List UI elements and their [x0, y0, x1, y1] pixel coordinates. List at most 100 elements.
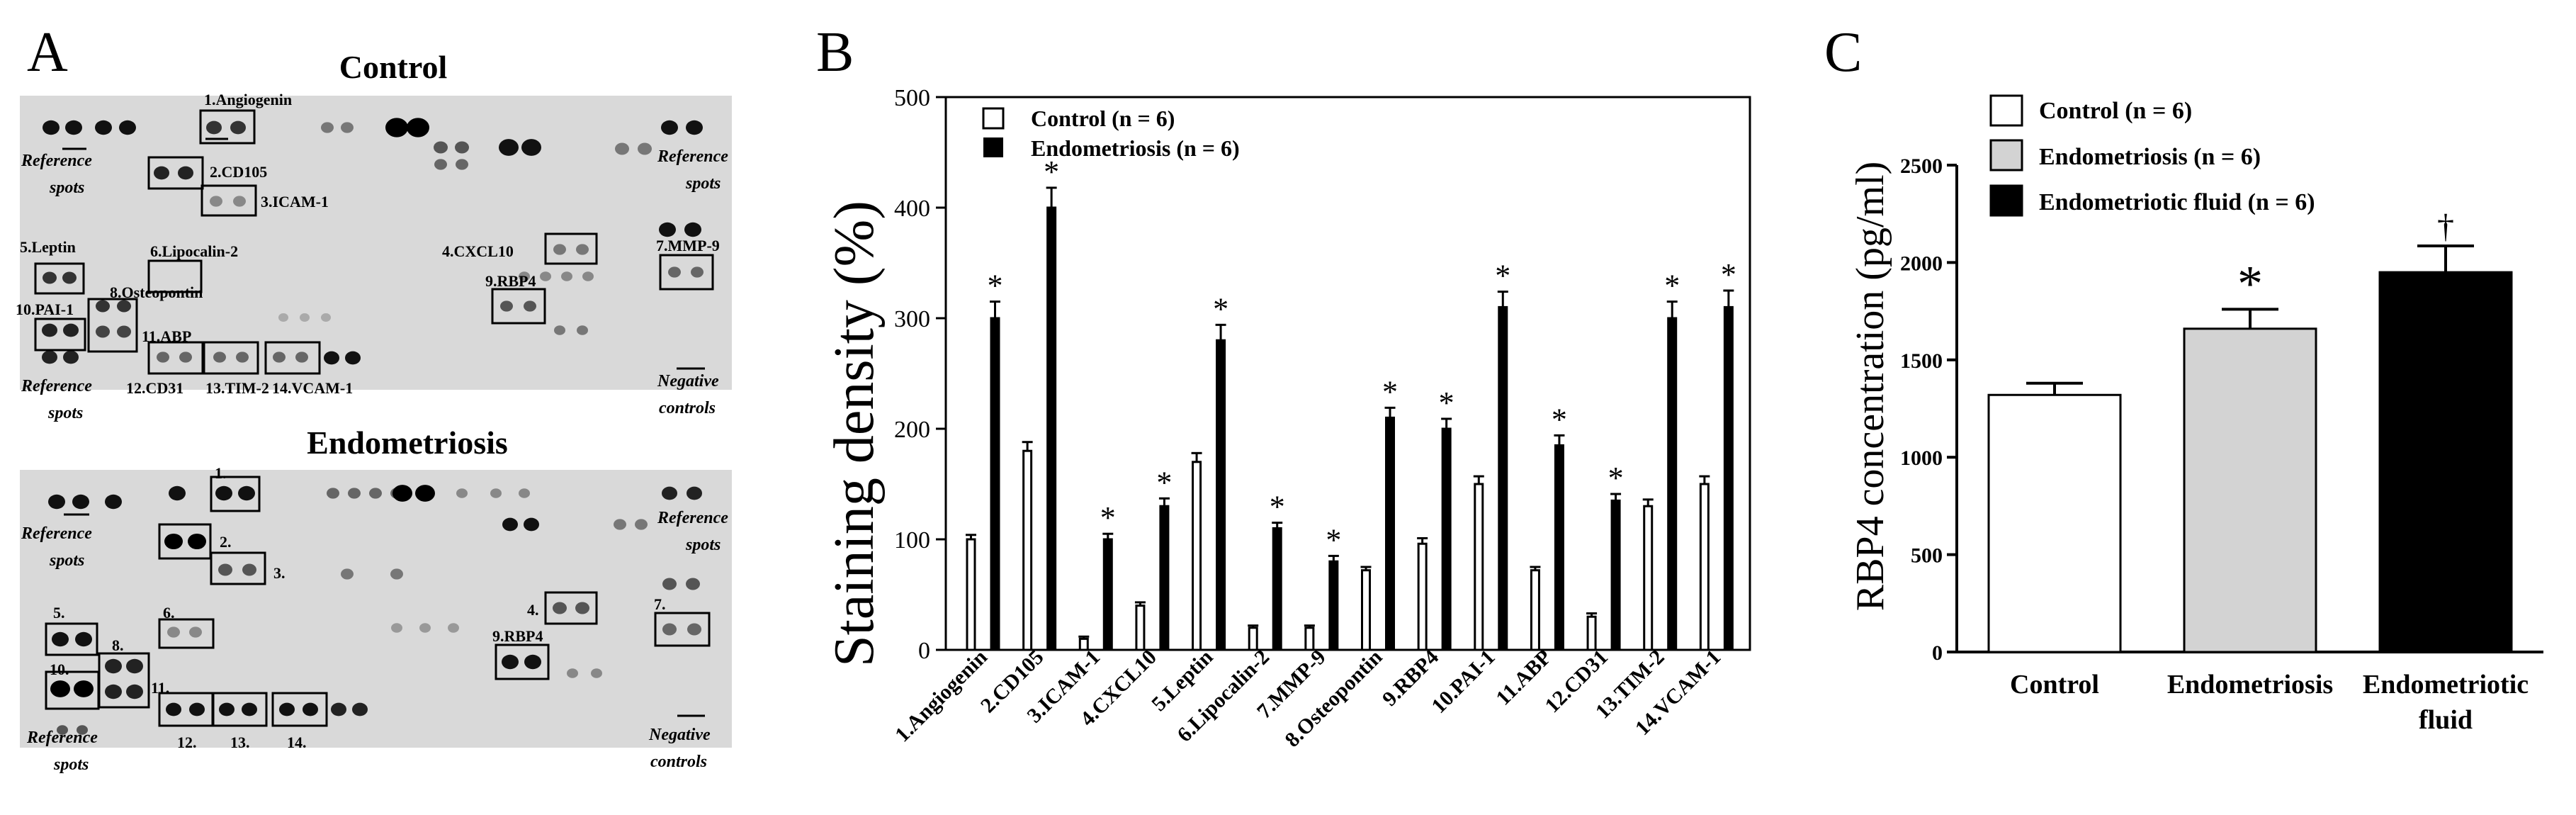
array-spot: [321, 313, 331, 322]
c-significance: †: [2437, 208, 2454, 245]
label-abp: 11.ABP: [142, 327, 191, 345]
b-bar-endometriosis: [1216, 339, 1226, 651]
endometriosis-boxes: [45, 476, 711, 727]
array-spot: [391, 623, 402, 633]
endo-label-11: 11.: [151, 679, 169, 697]
box-cd31: [203, 341, 259, 375]
array-spot: [236, 352, 249, 363]
array-spot: [553, 244, 566, 255]
endo-box-1: [210, 476, 261, 512]
endo-label-4: 4.: [527, 601, 539, 619]
array-spot: [189, 702, 205, 716]
array-spot: [331, 702, 346, 716]
endo-box-13: [211, 692, 268, 727]
box-angiogenin: [199, 109, 256, 145]
box-tim2: [264, 341, 321, 375]
label-angiogenin: 1.Angiogenin: [204, 91, 292, 108]
array-spot: [687, 486, 702, 500]
b-bar-control: [1474, 483, 1484, 651]
endo-box-2: [158, 523, 212, 560]
array-spot: [524, 654, 541, 670]
label-rbp4: 9.RBP4: [485, 272, 536, 290]
array-spot: [230, 120, 246, 135]
endo-ref-bottom-1: Reference: [26, 729, 98, 747]
array-spot: [456, 159, 468, 170]
array-spot: [178, 166, 193, 180]
array-spot: [519, 271, 530, 281]
array-spot: [502, 654, 519, 670]
control-ref-bottom-1: Reference: [21, 377, 92, 395]
c-legend-swatch-fluid: [1989, 184, 2023, 217]
array-spot: [210, 196, 222, 207]
c-legend-fluid: Endometriotic fluid (n = 6): [2039, 189, 2315, 215]
control-ref-top-2: spots: [49, 179, 84, 197]
endometriosis-title: Endometriosis: [307, 425, 508, 461]
box-icam1: [200, 184, 257, 217]
b-significance: *: [1213, 291, 1228, 326]
c-xtick-label: Endometriosis: [2167, 670, 2333, 699]
array-spot: [166, 702, 181, 716]
endometriosis-spots: [48, 485, 702, 735]
array-spot: [524, 300, 536, 312]
control-ref-top-1: Reference: [21, 152, 92, 170]
array-spot: [50, 680, 70, 697]
array-spot: [126, 658, 143, 674]
array-spot: [157, 352, 169, 363]
b-bar-control: [1699, 483, 1710, 651]
array-spot: [407, 118, 429, 137]
c-ytick-label: 0: [1932, 641, 1943, 665]
b-bar-endometriosis: [1159, 505, 1170, 651]
chart-rbp4: RBP4 concentration (pg/ml) Control (n = …: [1848, 94, 2543, 735]
array-spot: [238, 485, 255, 501]
endo-box-14: [271, 692, 328, 727]
c-significance: *: [2237, 255, 2263, 312]
array-spot: [691, 266, 704, 278]
array-spot: [324, 351, 339, 365]
b-bar-control: [1192, 461, 1202, 651]
array-spot: [218, 563, 232, 576]
panel-c-letter: C: [1824, 21, 1862, 84]
array-spot: [300, 313, 310, 322]
array-spot: [419, 623, 431, 633]
label-lipocalin2: 6.Lipocalin-2: [150, 242, 238, 260]
label-vcam1: 14.VCAM-1: [272, 379, 353, 397]
array-spot: [96, 325, 110, 338]
array-spot: [117, 325, 131, 338]
c-ytick-label: 2500: [1900, 154, 1943, 178]
b-significance: *: [1044, 154, 1059, 189]
b-significance: *: [1495, 259, 1510, 293]
array-spot: [279, 702, 295, 716]
endo-label-9: 9.RBP4: [492, 627, 543, 645]
array-spot: [52, 631, 69, 647]
b-bar-endometriosis: [1554, 444, 1564, 651]
b-legend-swatch-control: [982, 107, 1005, 130]
label-mmp9: 7.MMP-9: [656, 237, 720, 254]
control-neg-2: controls: [659, 399, 716, 417]
array-spot: [169, 485, 186, 501]
endo-label-12: 12.: [177, 734, 197, 751]
b-plot-frame: [944, 96, 1751, 651]
array-spot: [686, 120, 703, 135]
endo-label-3: 3.: [273, 564, 286, 582]
array-spot: [179, 352, 192, 363]
array-spot: [456, 488, 468, 498]
array-spot: [242, 702, 257, 716]
array-spot: [213, 352, 226, 363]
b-ylabel: Staining density (%): [823, 201, 886, 667]
array-spot: [164, 533, 183, 550]
array-spot: [499, 139, 519, 156]
box-mmp9: [659, 254, 714, 291]
endo-ref-top-2: spots: [49, 551, 84, 570]
b-ytick-label: 200: [894, 417, 930, 443]
b-ytick-label: 400: [894, 196, 930, 222]
array-spot: [490, 488, 502, 498]
label-cxcl10: 4.CXCL10: [442, 242, 514, 260]
label-osteopontin: 8.Osteopontin: [110, 283, 203, 301]
chart-staining-density: Staining density (%) Control (n = 6) End…: [823, 85, 1751, 752]
array-spot: [575, 602, 589, 614]
array-spot: [117, 300, 131, 313]
b-bar-endometriosis: [1667, 317, 1678, 651]
array-spot: [167, 626, 180, 638]
array-spot: [242, 563, 256, 576]
endo-label-7: 7.: [654, 595, 666, 613]
